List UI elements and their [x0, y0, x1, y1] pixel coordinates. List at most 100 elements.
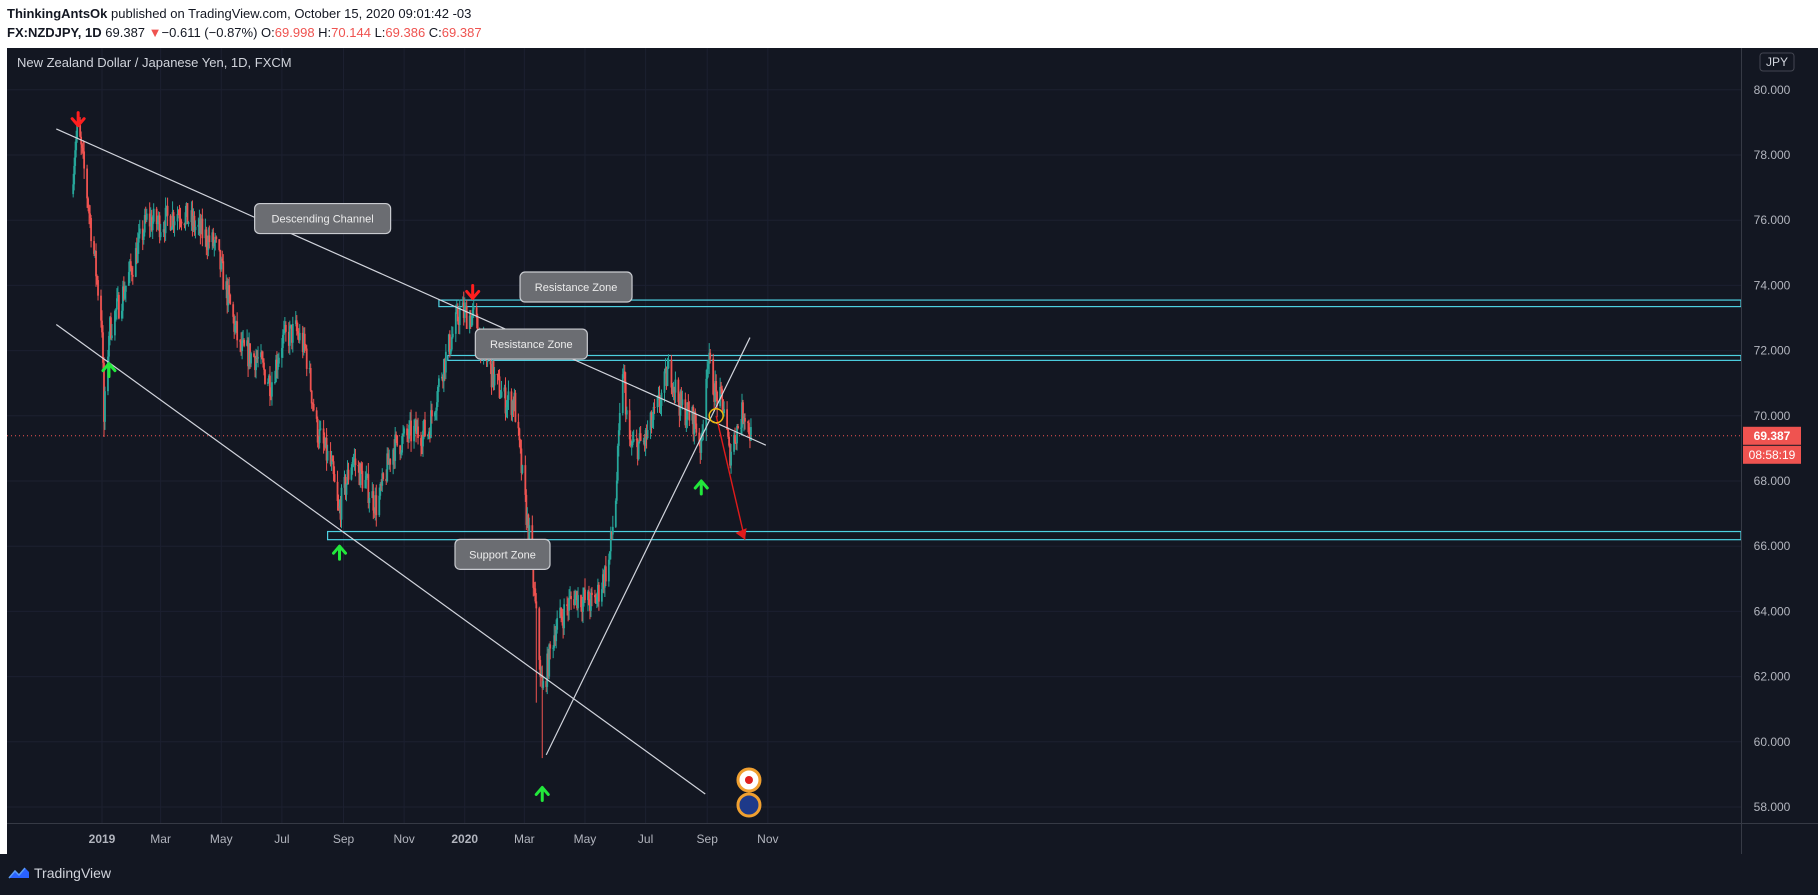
y-tick-label: 58.000	[1754, 800, 1791, 814]
candle-body	[236, 321, 239, 341]
candle-body	[294, 320, 297, 324]
chart-area[interactable]: Descending Channel Resistance Zone Resista…	[7, 48, 1818, 854]
candle-body	[444, 351, 447, 373]
candle-body	[76, 125, 79, 139]
candle-body	[75, 138, 78, 151]
x-tick-label: Nov	[393, 832, 414, 846]
candle-body	[549, 644, 552, 649]
candle-body	[260, 352, 262, 358]
candle-body	[406, 428, 408, 436]
candle-body	[476, 317, 479, 335]
candle-body	[242, 339, 245, 341]
candle-body	[497, 374, 500, 377]
candle-body	[566, 604, 568, 607]
candle-body	[505, 407, 508, 414]
candle-body	[262, 358, 264, 363]
candle-body	[144, 215, 147, 220]
candle-body	[83, 151, 86, 169]
candle-body	[737, 426, 739, 429]
down-triangle-icon: ▼	[148, 25, 162, 40]
candle-body	[705, 378, 708, 431]
candle-body	[138, 228, 141, 234]
candle-body	[345, 483, 348, 495]
ascending-trendline	[545, 337, 751, 756]
candle-body	[708, 352, 711, 364]
candle-body	[296, 331, 299, 334]
candle-body	[401, 436, 404, 453]
candle-body	[688, 409, 691, 421]
candle-body	[389, 458, 392, 465]
candle-body	[149, 217, 152, 227]
candle-body	[712, 358, 715, 395]
candle-body	[246, 340, 248, 346]
high-value: 70.144	[331, 25, 371, 40]
candle-body	[496, 374, 499, 376]
open-label: O:	[261, 25, 275, 40]
candle-body	[665, 367, 668, 386]
candle-body	[715, 381, 718, 392]
candle-body	[672, 386, 675, 393]
candle-body	[659, 405, 662, 408]
candle-body	[693, 411, 696, 435]
candle-body	[309, 368, 312, 391]
candle-body	[343, 476, 346, 488]
candle-body	[372, 491, 375, 511]
axes-layer: 58.000 60.000 62.000 64.000 66.000 68.000 70.0…	[7, 48, 1818, 854]
candle-body	[663, 371, 666, 393]
candle-body	[128, 261, 131, 273]
candle-body	[297, 333, 300, 341]
candle-body	[111, 335, 113, 339]
candle-body	[371, 491, 374, 498]
candle-body	[164, 207, 167, 234]
candle-body	[631, 441, 634, 445]
candle-body	[464, 306, 467, 308]
candle-body	[269, 375, 271, 397]
candle-body	[686, 402, 689, 420]
candle-body	[604, 566, 607, 582]
candle-body	[437, 378, 440, 387]
candle-body	[435, 410, 437, 413]
candle-body	[381, 473, 384, 486]
candle-body	[424, 419, 426, 437]
candle-body	[570, 596, 572, 600]
candle-body	[190, 210, 193, 223]
author-name[interactable]: ThinkingAntsOk	[7, 6, 108, 21]
candle-body	[567, 606, 569, 611]
jp-flag-dot	[744, 776, 753, 784]
candle-body	[548, 644, 551, 677]
tradingview-logo-icon	[8, 867, 29, 879]
tradingview-brand[interactable]: TradingView	[8, 865, 111, 881]
candle-body	[493, 374, 496, 386]
candle-body	[698, 432, 701, 445]
candle-body	[722, 399, 725, 413]
candle-body	[114, 311, 116, 336]
candle-body	[538, 608, 541, 660]
sell-arrow-icon	[465, 283, 481, 300]
candle-body	[331, 458, 334, 462]
candle-body	[200, 218, 203, 234]
price-chart[interactable]: Descending Channel Resistance Zone Resista…	[7, 48, 1818, 854]
candle-body	[416, 426, 418, 434]
candle-body	[533, 587, 536, 589]
candle-body	[88, 207, 90, 214]
candle-body	[351, 462, 354, 468]
candle-body	[101, 320, 103, 333]
candle-body	[250, 353, 252, 364]
candle-body	[143, 215, 146, 233]
callout-box	[474, 328, 588, 360]
candle-body	[638, 433, 641, 442]
candle-body	[162, 229, 165, 233]
candle-body	[591, 592, 593, 596]
candle-body	[191, 210, 194, 226]
candle-body	[268, 375, 270, 383]
candle-body	[199, 219, 202, 234]
candle-body	[360, 463, 363, 471]
candle-body	[131, 274, 134, 277]
candle-body	[539, 659, 542, 677]
candle-body	[173, 221, 176, 226]
candle-body	[681, 399, 684, 405]
candle-body	[429, 431, 431, 438]
x-tick-label: Mar	[514, 832, 535, 846]
candle-body	[234, 325, 237, 332]
candle-body	[247, 340, 249, 367]
